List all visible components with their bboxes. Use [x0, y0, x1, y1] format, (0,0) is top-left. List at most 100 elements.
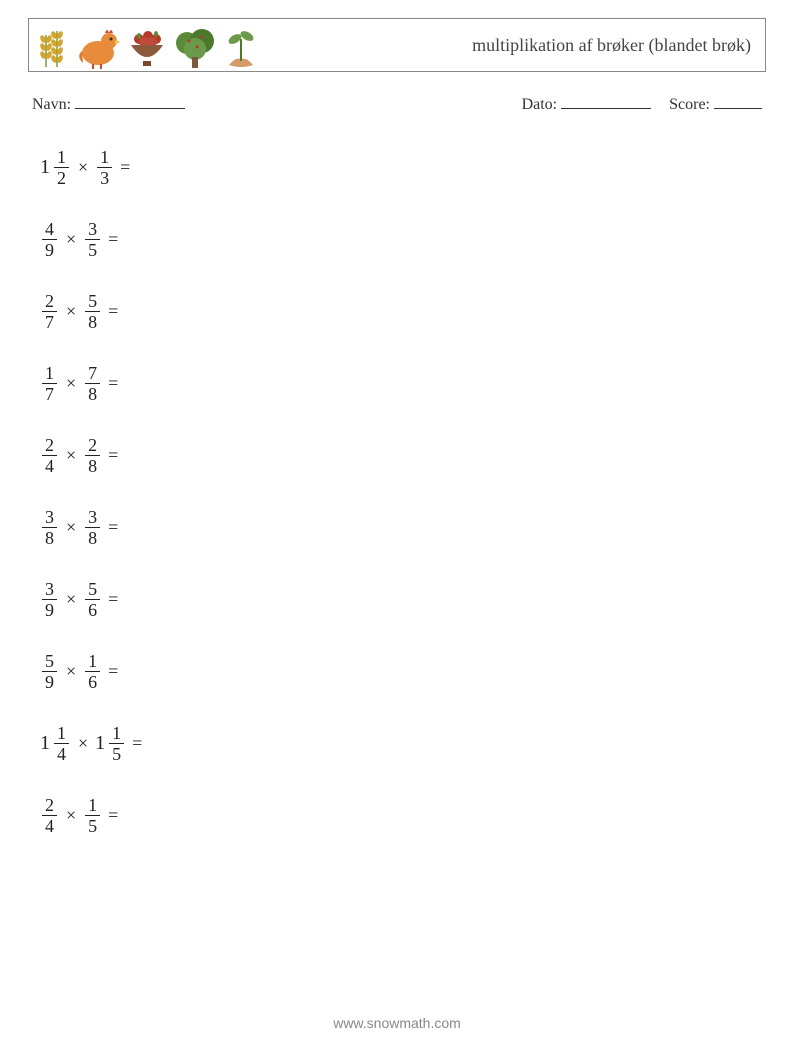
times-operator: × — [66, 445, 76, 466]
denominator: 9 — [42, 239, 57, 259]
denominator: 9 — [42, 671, 57, 691]
numerator: 5 — [42, 652, 57, 671]
worksheet-title: multiplikation af brøker (blandet brøk) — [472, 35, 751, 56]
equals-sign: = — [108, 805, 118, 826]
numerator: 4 — [42, 220, 57, 239]
fraction: 16 — [85, 652, 100, 691]
date-blank[interactable] — [561, 94, 651, 109]
denominator: 6 — [85, 599, 100, 619]
equals-sign: = — [120, 157, 130, 178]
name-blank[interactable] — [75, 94, 185, 109]
equals-sign: = — [108, 445, 118, 466]
date-label: Dato: — [522, 94, 652, 114]
numerator: 3 — [85, 220, 100, 239]
bowl-icon — [125, 21, 169, 69]
fraction: 15 — [109, 724, 124, 763]
equals-sign: = — [108, 589, 118, 610]
score-label-text: Score: — [669, 96, 710, 113]
times-operator: × — [66, 229, 76, 250]
fraction: 28 — [85, 436, 100, 475]
name-label: Navn: — [32, 94, 185, 114]
problem-row: 114×115= — [40, 720, 766, 766]
numerator: 2 — [42, 436, 57, 455]
denominator: 5 — [109, 743, 124, 763]
times-operator: × — [66, 589, 76, 610]
times-operator: × — [66, 661, 76, 682]
equals-sign: = — [108, 661, 118, 682]
times-operator: × — [66, 517, 76, 538]
fraction: 35 — [85, 220, 100, 259]
fraction: 78 — [85, 364, 100, 403]
denominator: 8 — [85, 455, 100, 475]
numerator: 2 — [42, 292, 57, 311]
numerator: 3 — [42, 580, 57, 599]
problems-list: 112×13=49×35=27×58=17×78=24×28=38×38=39×… — [28, 144, 766, 838]
fraction: 13 — [97, 148, 112, 187]
fraction: 58 — [85, 292, 100, 331]
chicken-icon — [75, 21, 121, 69]
denominator: 3 — [97, 167, 112, 187]
fraction: 15 — [85, 796, 100, 835]
problem-row: 24 × 15 = — [40, 792, 766, 838]
equals-sign: = — [108, 373, 118, 394]
whole-number: 1 — [40, 732, 50, 755]
numerator: 1 — [54, 724, 69, 743]
footer-text: www.snowmath.com — [333, 1015, 461, 1031]
fraction: 27 — [42, 292, 57, 331]
times-operator: × — [66, 301, 76, 322]
date-label-text: Dato: — [522, 96, 558, 113]
fraction: 14 — [54, 724, 69, 763]
numerator: 1 — [85, 652, 100, 671]
numerator: 1 — [85, 796, 100, 815]
denominator: 6 — [85, 671, 100, 691]
fraction: 38 — [85, 508, 100, 547]
tree-icon — [173, 21, 217, 69]
whole-number: 1 — [40, 156, 50, 179]
problem-row: 49 × 35 = — [40, 216, 766, 262]
denominator: 5 — [85, 239, 100, 259]
numerator: 2 — [42, 796, 57, 815]
equals-sign: = — [108, 517, 118, 538]
times-operator: × — [66, 805, 76, 826]
denominator: 8 — [42, 527, 57, 547]
problem-row: 24×28= — [40, 432, 766, 478]
denominator: 7 — [42, 311, 57, 331]
numerator: 1 — [42, 364, 57, 383]
problem-row: 17×78= — [40, 360, 766, 406]
denominator: 8 — [85, 311, 100, 331]
sprout-icon — [221, 21, 261, 69]
denominator: 8 — [85, 383, 100, 403]
numerator: 2 — [85, 436, 100, 455]
equals-sign: = — [108, 301, 118, 322]
fraction: 12 — [54, 148, 69, 187]
footer: www.snowmath.com — [0, 1015, 794, 1031]
times-operator: × — [78, 733, 88, 754]
numerator: 5 — [85, 292, 100, 311]
info-right: Dato: Score: — [522, 94, 762, 114]
wheat-icon — [37, 21, 71, 69]
numerator: 5 — [85, 580, 100, 599]
numerator: 7 — [85, 364, 100, 383]
denominator: 4 — [42, 455, 57, 475]
fraction: 17 — [42, 364, 57, 403]
equals-sign: = — [132, 733, 142, 754]
problem-row: 39 × 56 = — [40, 576, 766, 622]
fraction: 24 — [42, 436, 57, 475]
problem-row: 27 × 58 = — [40, 288, 766, 334]
score-label: Score: — [669, 94, 762, 114]
denominator: 8 — [85, 527, 100, 547]
whole-number: 1 — [95, 732, 105, 755]
fraction: 24 — [42, 796, 57, 835]
score-blank[interactable] — [714, 94, 762, 109]
worksheet-page: multiplikation af brøker (blandet brøk) … — [0, 0, 794, 1053]
numerator: 1 — [54, 148, 69, 167]
denominator: 9 — [42, 599, 57, 619]
numerator: 3 — [42, 508, 57, 527]
header-icon-row — [37, 21, 261, 69]
times-operator: × — [66, 373, 76, 394]
header-box: multiplikation af brøker (blandet brøk) — [28, 18, 766, 72]
problem-row: 112×13= — [40, 144, 766, 190]
equals-sign: = — [108, 229, 118, 250]
info-row: Navn: Dato: Score: — [28, 94, 766, 114]
fraction: 39 — [42, 580, 57, 619]
